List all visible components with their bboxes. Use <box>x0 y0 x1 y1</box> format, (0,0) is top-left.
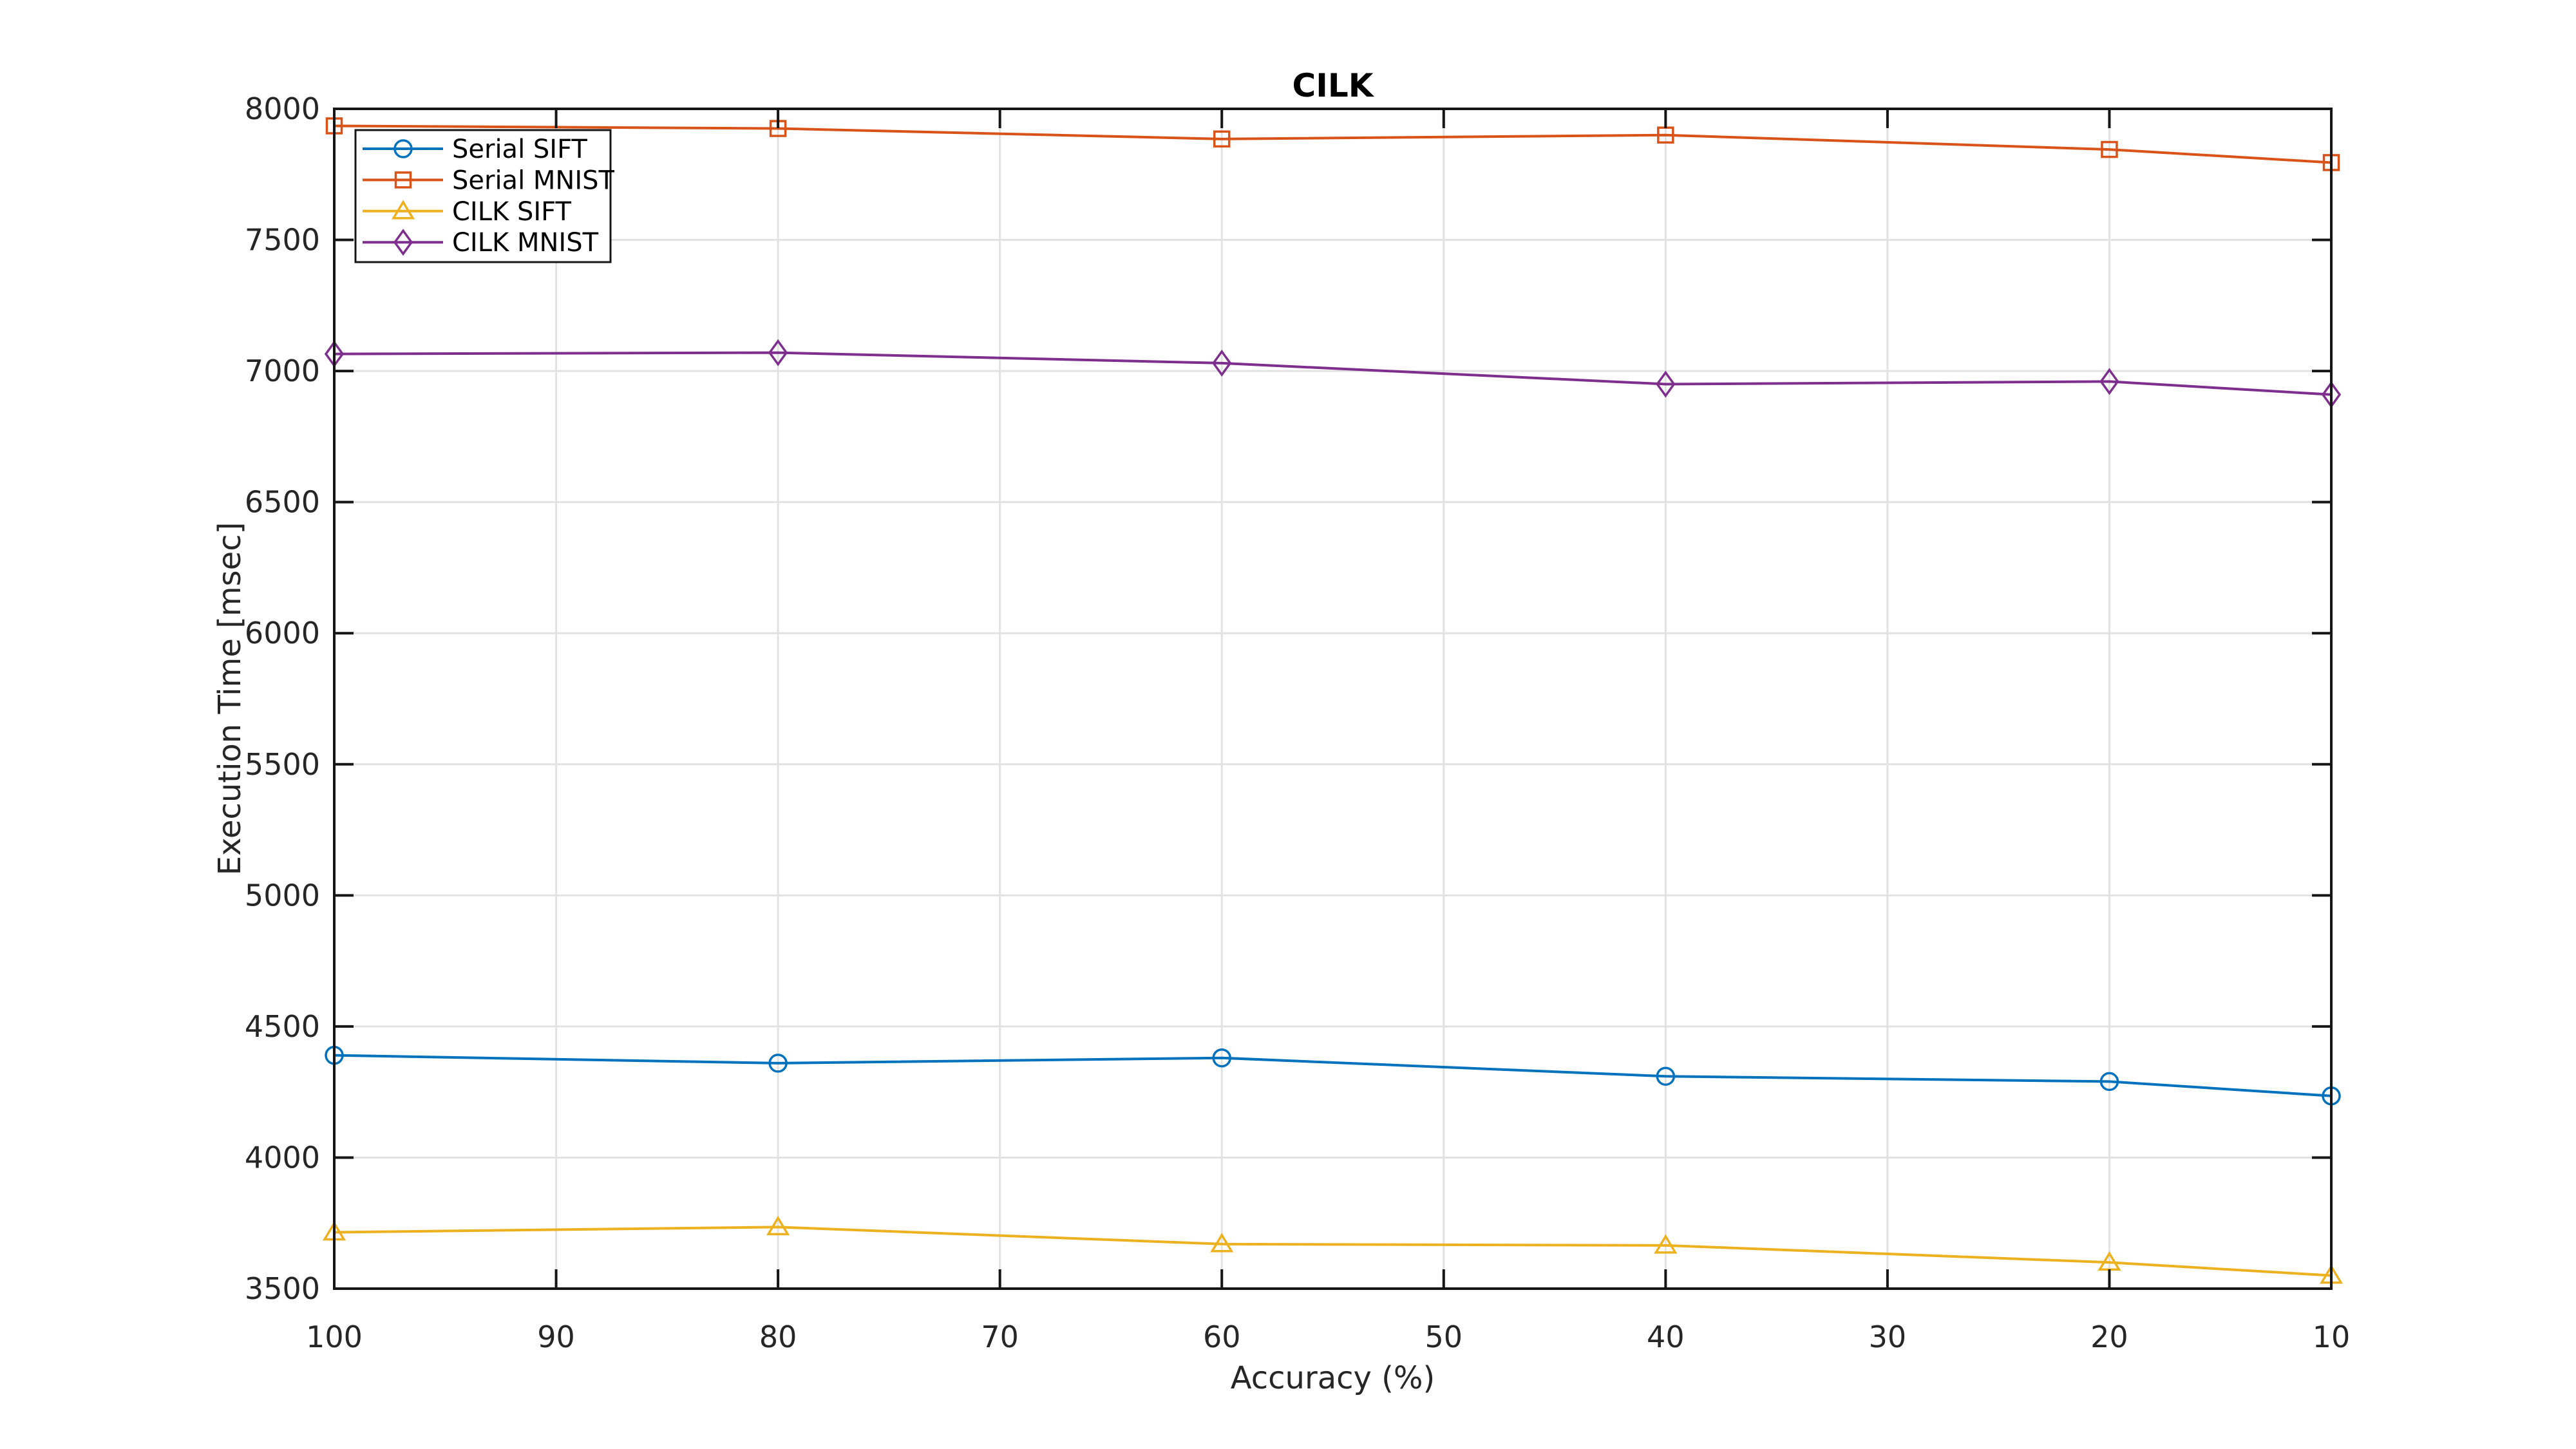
x-tick-label: 80 <box>759 1320 797 1354</box>
data-point-marker <box>766 1215 790 1236</box>
y-axis-label: Execution Time [msec] <box>212 522 248 876</box>
legend-box <box>354 129 612 263</box>
series-line <box>334 1054 2332 1097</box>
data-point-marker <box>1656 370 1676 398</box>
y-tick-label: 5000 <box>245 878 320 913</box>
data-point-marker <box>1212 349 1232 377</box>
series-cilk-sift <box>322 1215 2344 1284</box>
y-tick-label: 6500 <box>245 485 320 520</box>
data-point-marker <box>1656 1066 1676 1086</box>
data-point-marker <box>1210 1233 1234 1253</box>
legend-label: Serial MNIST <box>452 166 615 195</box>
data-point-marker <box>391 200 415 220</box>
axes <box>333 108 2333 1290</box>
y-tick-label: 4000 <box>245 1140 320 1175</box>
x-tick-label: 70 <box>981 1320 1019 1354</box>
legend-item-cilk-mnist: CILK MNIST <box>363 228 599 258</box>
data-point-marker <box>393 229 413 256</box>
x-tick-label: 50 <box>1425 1320 1463 1354</box>
x-axis-label: Accuracy (%) <box>1230 1360 1435 1396</box>
data-point-marker <box>2099 368 2119 395</box>
data-point-marker <box>394 171 412 189</box>
y-tick-label: 3500 <box>245 1271 320 1306</box>
legend-item-serial-mnist: Serial MNIST <box>363 166 615 195</box>
y-tick-label: 8000 <box>245 91 320 126</box>
chart-title: CILK <box>1292 67 1374 104</box>
legend-item-cilk-sift: CILK SIFT <box>363 197 571 227</box>
plot-border <box>333 108 2333 1290</box>
y-tick-label: 5500 <box>245 747 320 782</box>
y-tick-label: 7500 <box>245 223 320 258</box>
data-point-marker <box>1212 1048 1231 1068</box>
y-tick-label: 6000 <box>245 616 320 650</box>
series-line <box>334 1226 2332 1277</box>
series-line <box>334 124 2332 164</box>
series-serial-mnist <box>325 117 2340 171</box>
series-line <box>334 351 2332 396</box>
series-cilk-mnist <box>324 339 2342 408</box>
legend-item-serial-sift: Serial SIFT <box>363 135 587 164</box>
series-serial-sift <box>325 1045 2341 1106</box>
x-tick-label: 60 <box>1203 1320 1241 1354</box>
data-point-marker <box>768 1054 788 1073</box>
legend-label: CILK SIFT <box>452 197 571 227</box>
data-point-marker <box>2099 1072 2119 1092</box>
x-tick-label: 10 <box>2313 1320 2351 1354</box>
legend-label: Serial SIFT <box>452 135 587 164</box>
data-point-marker <box>1654 1234 1678 1254</box>
x-tick-label: 100 <box>306 1320 363 1354</box>
grid-lines <box>333 108 2333 1290</box>
x-tick-label: 30 <box>1869 1320 1907 1354</box>
y-tick-label: 7000 <box>245 354 320 388</box>
x-tick-label: 90 <box>537 1320 575 1354</box>
x-tick-label: 20 <box>2090 1320 2128 1354</box>
data-point-marker <box>1213 130 1231 148</box>
data-point-marker <box>2101 140 2118 158</box>
data-point-marker <box>393 139 413 158</box>
y-tick-label: 4500 <box>245 1009 320 1044</box>
tick-labels: 100 90 80 70 60 50 40 30 20 10 3500 4000 4500 5000 550… <box>245 91 2350 1354</box>
data-point-marker <box>768 339 788 366</box>
x-tick-label: 40 <box>1647 1320 1685 1354</box>
legend-label: CILK MNIST <box>452 228 599 258</box>
